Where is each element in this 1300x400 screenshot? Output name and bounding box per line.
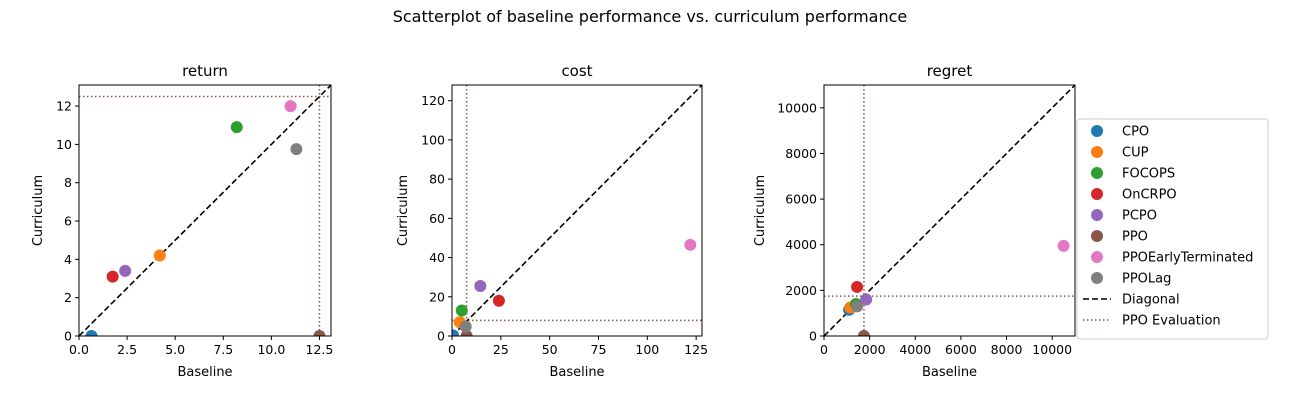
point-oncrpo xyxy=(106,270,119,283)
y-tick-label: 4000 xyxy=(785,237,817,252)
x-tick-label: 2000 xyxy=(854,342,886,357)
legend: CPO CUP FOCOPS OnCRPO PCPO PPO PPOEarlyTermina… xyxy=(1076,118,1269,340)
legend-marker xyxy=(1091,230,1103,242)
x-tick-label: 0.0 xyxy=(69,342,89,357)
y-tick-label: 20 xyxy=(429,289,445,304)
x-tick-label: 100 xyxy=(635,342,659,357)
legend-frame xyxy=(1076,118,1269,340)
y-tick-label: 10000 xyxy=(777,100,817,115)
x-tick-label: 125 xyxy=(684,342,708,357)
x-tick-label: 6000 xyxy=(945,342,977,357)
legend-marker xyxy=(1091,209,1103,221)
panel-return: return 0.0 2.5 5.0 7.5 10.0 12.5 0 2 4 6 8 10 12 Basel… xyxy=(31,62,333,380)
y-axis-label: Curriculum xyxy=(396,175,411,246)
y-axis-label: Curriculum xyxy=(753,175,768,246)
x-axis-label: Baseline xyxy=(177,365,232,380)
y-tick-label: 8 xyxy=(64,175,72,190)
panel-title: regret xyxy=(927,62,973,80)
legend-label: PPOLag xyxy=(1122,272,1171,287)
diagonal-line xyxy=(79,85,331,336)
legend-label: PPOEarlyTerminated xyxy=(1122,251,1253,266)
y-tick-label: 4 xyxy=(64,252,72,267)
plot-frame xyxy=(78,84,332,337)
y-tick-label: 10 xyxy=(56,137,72,152)
point-oncrpo xyxy=(492,294,505,307)
panel-cost: cost 0 25 50 75 100 125 0 20 40 60 80 100 120 Baseline… xyxy=(396,62,708,380)
legend-marker xyxy=(1091,146,1103,158)
point-ppolag xyxy=(459,320,472,333)
legend-label: PPO Evaluation xyxy=(1122,314,1221,329)
point-ppoearlyterminated xyxy=(1057,239,1070,252)
panel-title: cost xyxy=(561,62,592,80)
legend-label: Diagonal xyxy=(1122,293,1180,308)
y-tick-label: 8000 xyxy=(785,146,817,161)
figure-suptitle: Scatterplot of baseline performance vs. … xyxy=(393,7,908,26)
y-tick-label: 120 xyxy=(421,93,445,108)
panel-title: return xyxy=(182,62,228,80)
point-ppolag xyxy=(290,143,303,156)
y-tick-label: 80 xyxy=(429,172,445,187)
point-ppo xyxy=(313,330,326,336)
x-tick-label: 75 xyxy=(591,342,607,357)
x-axis-label: Baseline xyxy=(549,365,604,380)
legend-label: CPO xyxy=(1122,125,1149,140)
legend-marker xyxy=(1091,251,1103,263)
x-tick-label: 5.0 xyxy=(165,342,185,357)
point-cpo xyxy=(452,329,459,336)
point-pcpo xyxy=(860,293,873,306)
legend-label: PPO xyxy=(1122,230,1148,245)
x-tick-label: 2.5 xyxy=(117,342,137,357)
point-ppolag xyxy=(851,300,864,313)
x-tick-label: 0 xyxy=(820,342,828,357)
point-pcpo xyxy=(474,279,487,292)
y-tick-label: 2 xyxy=(64,290,72,305)
legend-label: FOCOPS xyxy=(1122,167,1175,182)
y-tick-label: 6000 xyxy=(785,192,817,207)
x-tick-label: 0 xyxy=(448,342,456,357)
point-focops xyxy=(455,304,468,317)
legend-marker xyxy=(1091,167,1103,179)
legend-marker xyxy=(1091,272,1103,284)
legend-label: CUP xyxy=(1122,146,1149,161)
x-tick-label: 50 xyxy=(542,342,558,357)
y-tick-label: 2000 xyxy=(785,283,817,298)
y-tick-label: 0 xyxy=(809,329,817,344)
point-oncrpo xyxy=(851,280,864,293)
legend-label: OnCRPO xyxy=(1122,188,1177,203)
x-tick-label: 7.5 xyxy=(213,342,233,357)
y-tick-label: 0 xyxy=(437,329,445,344)
y-tick-label: 0 xyxy=(64,329,72,344)
x-tick-label: 4000 xyxy=(899,342,931,357)
legend-marker xyxy=(1091,125,1103,137)
plot-frame xyxy=(823,84,1076,337)
x-tick-label: 10.0 xyxy=(257,342,285,357)
y-tick-label: 60 xyxy=(429,211,445,226)
x-tick-label: 8000 xyxy=(991,342,1023,357)
y-tick-label: 100 xyxy=(421,132,445,147)
point-ppoearlyterminated xyxy=(684,238,697,251)
point-ppoearlyterminated xyxy=(284,100,297,113)
x-tick-label: 25 xyxy=(493,342,509,357)
x-axis-label: Baseline xyxy=(922,365,977,380)
x-tick-label: 12.5 xyxy=(306,342,334,357)
legend-label: PCPO xyxy=(1122,209,1157,224)
diagonal-line xyxy=(452,85,702,336)
plot-frame xyxy=(451,84,703,337)
legend-marker xyxy=(1091,188,1103,200)
panel-regret: regret 0 2000 4000 6000 8000 10000 0 2000 4000 600… xyxy=(753,62,1076,380)
point-focops xyxy=(230,121,243,134)
y-axis-label: Curriculum xyxy=(31,175,46,246)
point-cpo xyxy=(85,330,98,336)
point-pcpo xyxy=(119,264,132,277)
y-tick-label: 40 xyxy=(429,250,445,265)
point-ppo xyxy=(857,330,870,336)
y-tick-label: 6 xyxy=(64,214,72,229)
y-tick-label: 12 xyxy=(56,99,72,114)
x-tick-label: 10000 xyxy=(1032,342,1072,357)
point-cup xyxy=(153,249,166,262)
